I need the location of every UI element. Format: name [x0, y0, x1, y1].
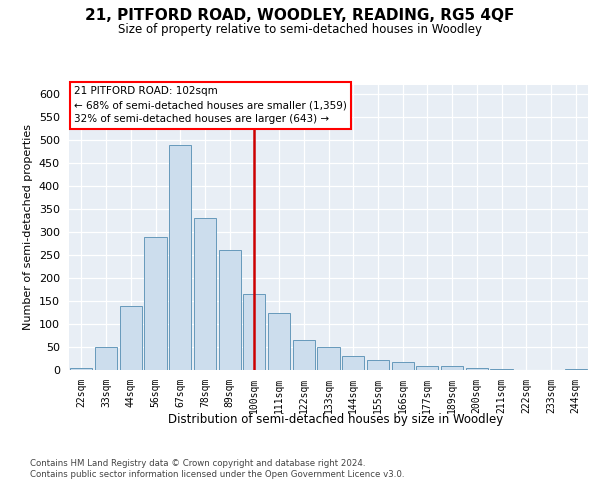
Text: Size of property relative to semi-detached houses in Woodley: Size of property relative to semi-detach… [118, 22, 482, 36]
Bar [342, 356, 364, 370]
Bar [268, 312, 290, 370]
Text: 21, PITFORD ROAD, WOODLEY, READING, RG5 4QF: 21, PITFORD ROAD, WOODLEY, READING, RG5 … [85, 8, 515, 22]
Bar [169, 145, 191, 370]
Bar [317, 347, 340, 370]
Bar [490, 369, 512, 370]
Bar [70, 368, 92, 370]
Text: Distribution of semi-detached houses by size in Woodley: Distribution of semi-detached houses by … [169, 412, 503, 426]
Bar [441, 366, 463, 370]
Y-axis label: Number of semi-detached properties: Number of semi-detached properties [23, 124, 33, 330]
Text: Contains HM Land Registry data © Crown copyright and database right 2024.: Contains HM Land Registry data © Crown c… [30, 458, 365, 468]
Text: Contains public sector information licensed under the Open Government Licence v3: Contains public sector information licen… [30, 470, 404, 479]
Bar [243, 294, 265, 370]
Bar [565, 369, 587, 370]
Bar [293, 340, 315, 370]
Bar [95, 347, 117, 370]
Text: 21 PITFORD ROAD: 102sqm
← 68% of semi-detached houses are smaller (1,359)
32% of: 21 PITFORD ROAD: 102sqm ← 68% of semi-de… [74, 86, 347, 124]
Bar [466, 368, 488, 370]
Bar [392, 362, 414, 370]
Bar [145, 236, 167, 370]
Bar [119, 306, 142, 370]
Bar [194, 218, 216, 370]
Bar [367, 360, 389, 370]
Bar [218, 250, 241, 370]
Bar [416, 366, 439, 370]
